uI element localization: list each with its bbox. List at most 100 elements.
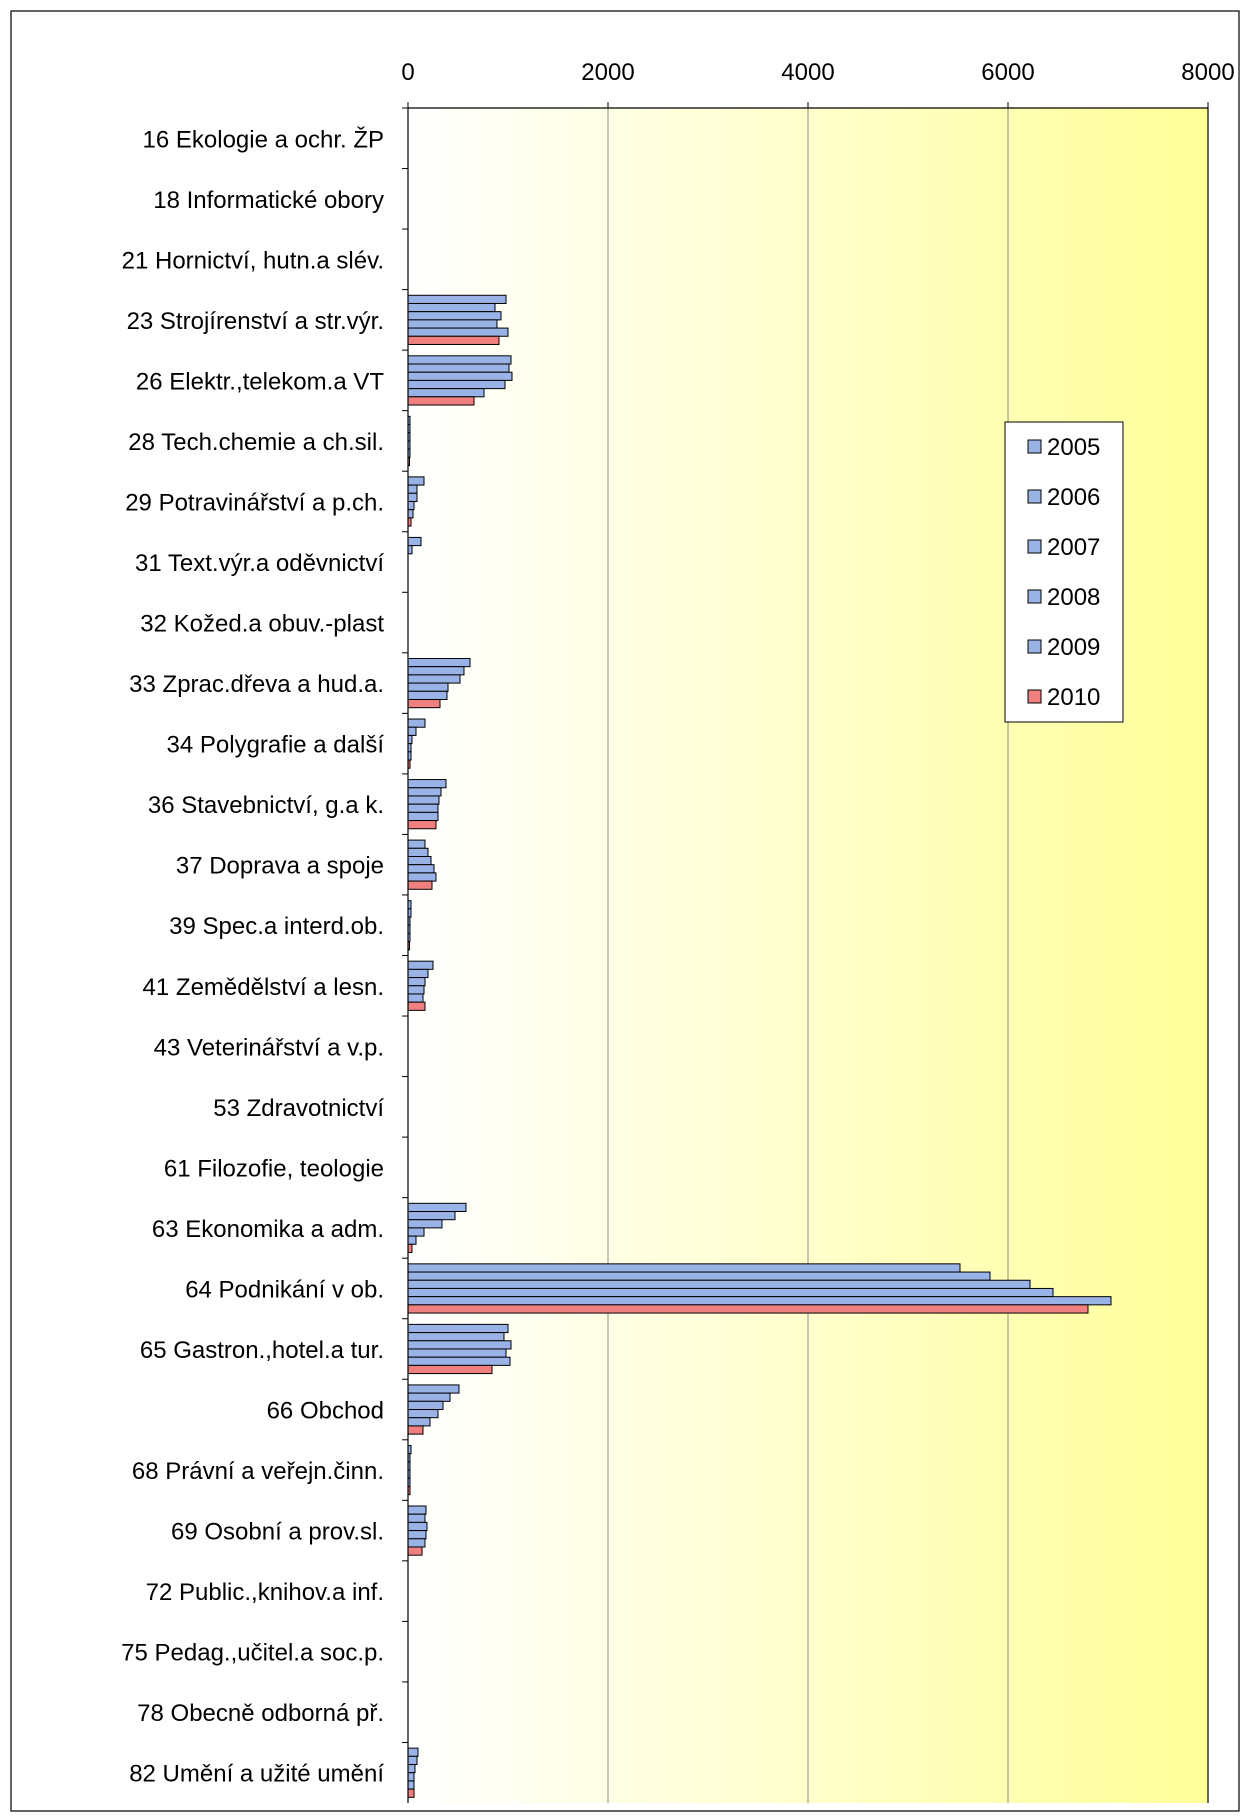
- bar: [407, 1425, 424, 1435]
- category-label: 63 Ekonomika a adm.: [152, 1216, 384, 1243]
- bar: [407, 319, 498, 329]
- category-label: 23 Strojírenství a str.výr.: [127, 308, 384, 335]
- x-tick-label: 4000: [781, 59, 834, 86]
- category-label: 34 Polygrafie a další: [167, 732, 385, 759]
- bar: [407, 371, 513, 381]
- legend-label: 2005: [1047, 434, 1100, 461]
- bar: [407, 327, 509, 337]
- bar: [407, 674, 461, 684]
- category-label: 29 Potravinářství a p.ch.: [125, 489, 384, 516]
- category-label: 16 Ekologie a ochr. ŽP: [143, 126, 384, 153]
- bar: [407, 1287, 1054, 1298]
- bar: [407, 985, 425, 995]
- bar: [407, 335, 500, 345]
- bar: [407, 864, 435, 874]
- bar: [407, 787, 442, 797]
- legend-swatch: [1027, 639, 1042, 654]
- bar: [407, 1400, 444, 1411]
- legend-label: 2008: [1047, 584, 1100, 611]
- bar: [407, 1202, 467, 1213]
- bar: [407, 1235, 417, 1245]
- legend-label: 2010: [1047, 684, 1100, 711]
- bar: [407, 811, 439, 822]
- bar: [407, 302, 496, 313]
- legend-swatch: [1027, 489, 1042, 504]
- category-label: 18 Informatické obory: [153, 187, 384, 214]
- bar: [407, 509, 414, 519]
- legend-label: 2006: [1047, 484, 1100, 511]
- category-label: 32 Kožed.a obuv.-plast: [140, 611, 384, 638]
- bar: [407, 311, 502, 321]
- category-label: 68 Právní a veřejn.činn.: [132, 1458, 384, 1485]
- category-label: 64 Podnikání v ob.: [185, 1276, 384, 1303]
- category-label: 66 Obchod: [267, 1398, 384, 1425]
- bar: [407, 492, 418, 502]
- bar: [407, 726, 417, 736]
- bar: [407, 666, 465, 676]
- bar: [407, 1296, 1112, 1306]
- bar: [407, 718, 426, 728]
- bar: [407, 484, 418, 494]
- bar: [407, 855, 432, 866]
- category-label: 26 Elektr.,telekom.a VT: [136, 368, 384, 395]
- bar: [407, 1323, 509, 1334]
- bar: [407, 960, 434, 970]
- bar: [407, 1279, 1031, 1289]
- category-label: 82 Umění a užité umění: [129, 1761, 384, 1788]
- x-tick-label: 2000: [581, 59, 634, 86]
- category-label: 43 Veterinářství a v.p.: [154, 1034, 384, 1061]
- bar: [407, 1384, 460, 1394]
- bar: [407, 880, 433, 890]
- bar: [407, 1364, 493, 1375]
- category-label: 69 Osobní a prov.sl.: [171, 1519, 384, 1546]
- bar: [407, 1772, 415, 1782]
- bar: [407, 1211, 456, 1221]
- legend-label: 2009: [1047, 634, 1100, 661]
- bar: [407, 820, 437, 830]
- category-label: 21 Hornictví, hutn.a slév.: [122, 247, 384, 274]
- bar: [407, 779, 447, 789]
- bar: [407, 1780, 415, 1790]
- category-label: 41 Zemědělství a lesn.: [143, 974, 384, 1001]
- bar: [407, 1521, 428, 1532]
- bar: [407, 355, 512, 365]
- bar: [407, 1227, 425, 1237]
- bar: [407, 1271, 991, 1281]
- x-tick-label: 0: [401, 59, 414, 86]
- legend-swatch: [1027, 689, 1042, 704]
- bar: [407, 1001, 426, 1011]
- category-label: 53 Zdravotnictví: [213, 1095, 384, 1122]
- bar: [407, 1747, 419, 1757]
- bar: [407, 388, 485, 398]
- bar: [407, 839, 426, 849]
- category-label: 65 Gastron.,hotel.a tur.: [140, 1337, 384, 1364]
- bar: [407, 1332, 505, 1342]
- category-label: 78 Obecně odborná př.: [137, 1700, 384, 1727]
- category-label: 31 Text.výr.a oděvnictví: [135, 550, 384, 577]
- bar: [407, 1513, 426, 1523]
- bar: [407, 1505, 427, 1515]
- x-tick-label: 6000: [981, 59, 1034, 86]
- bar: [407, 847, 429, 857]
- bar: [407, 363, 510, 373]
- bar: [407, 1304, 1089, 1314]
- bar: [407, 977, 426, 987]
- bar: [407, 690, 448, 700]
- bar: [407, 396, 475, 406]
- category-label: 37 Doprava a spoje: [176, 853, 384, 880]
- bar: [407, 1530, 427, 1540]
- bar: [407, 1340, 512, 1350]
- bar: [407, 993, 424, 1003]
- category-label: 36 Stavebnictví, g.a k.: [148, 792, 384, 819]
- category-label: 39 Spec.a interd.ob.: [169, 913, 384, 940]
- bar: [407, 803, 439, 813]
- bar: [407, 682, 449, 692]
- bar: [407, 379, 506, 390]
- bar: [407, 698, 441, 709]
- legend-label: 2007: [1047, 534, 1100, 561]
- category-label: 75 Pedag.,učitel.a soc.p.: [121, 1640, 384, 1667]
- bar: [407, 1219, 443, 1229]
- bar: [407, 1755, 418, 1766]
